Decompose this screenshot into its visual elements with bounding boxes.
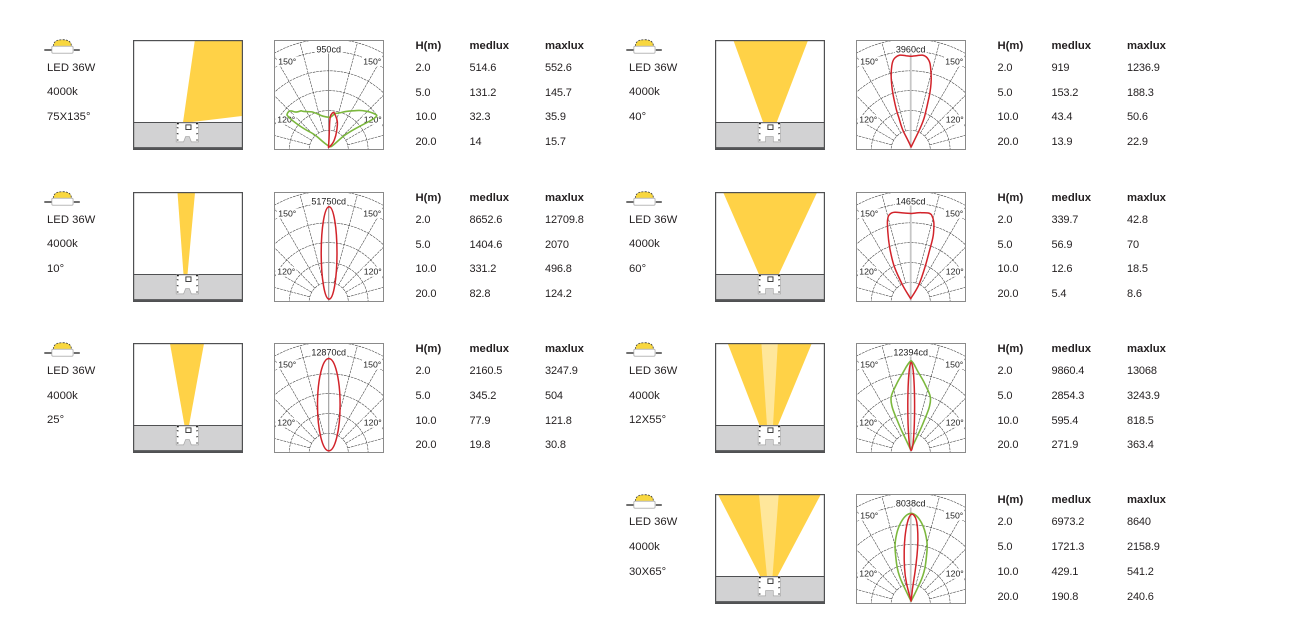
svg-text:150°: 150° <box>278 359 296 369</box>
svg-text:150°: 150° <box>363 359 381 369</box>
svg-text:3960cd: 3960cd <box>895 44 925 54</box>
svg-text:120°: 120° <box>945 266 963 276</box>
svg-text:150°: 150° <box>363 56 381 66</box>
svg-text:150°: 150° <box>945 510 963 520</box>
svg-text:120°: 120° <box>277 114 295 124</box>
svg-text:150°: 150° <box>278 56 296 66</box>
svg-text:150°: 150° <box>945 56 963 66</box>
svg-text:51750cd: 51750cd <box>311 196 346 206</box>
svg-text:950cd: 950cd <box>316 44 341 54</box>
svg-text:120°: 120° <box>859 417 877 427</box>
svg-text:120°: 120° <box>363 266 381 276</box>
svg-text:12394cd: 12394cd <box>893 347 928 357</box>
svg-text:120°: 120° <box>363 417 381 427</box>
svg-text:120°: 120° <box>945 417 963 427</box>
svg-text:8038cd: 8038cd <box>895 498 925 508</box>
svg-text:150°: 150° <box>945 208 963 218</box>
svg-text:150°: 150° <box>860 510 878 520</box>
svg-text:150°: 150° <box>363 208 381 218</box>
svg-text:150°: 150° <box>860 359 878 369</box>
svg-text:120°: 120° <box>945 114 963 124</box>
svg-text:120°: 120° <box>859 266 877 276</box>
svg-text:1465cd: 1465cd <box>895 196 925 206</box>
svg-text:150°: 150° <box>278 208 296 218</box>
svg-text:120°: 120° <box>859 114 877 124</box>
svg-text:120°: 120° <box>859 569 877 579</box>
svg-text:150°: 150° <box>860 208 878 218</box>
svg-text:150°: 150° <box>860 56 878 66</box>
svg-text:12870cd: 12870cd <box>311 347 346 357</box>
svg-text:120°: 120° <box>277 266 295 276</box>
svg-text:150°: 150° <box>945 359 963 369</box>
svg-text:120°: 120° <box>945 569 963 579</box>
svg-text:120°: 120° <box>277 417 295 427</box>
